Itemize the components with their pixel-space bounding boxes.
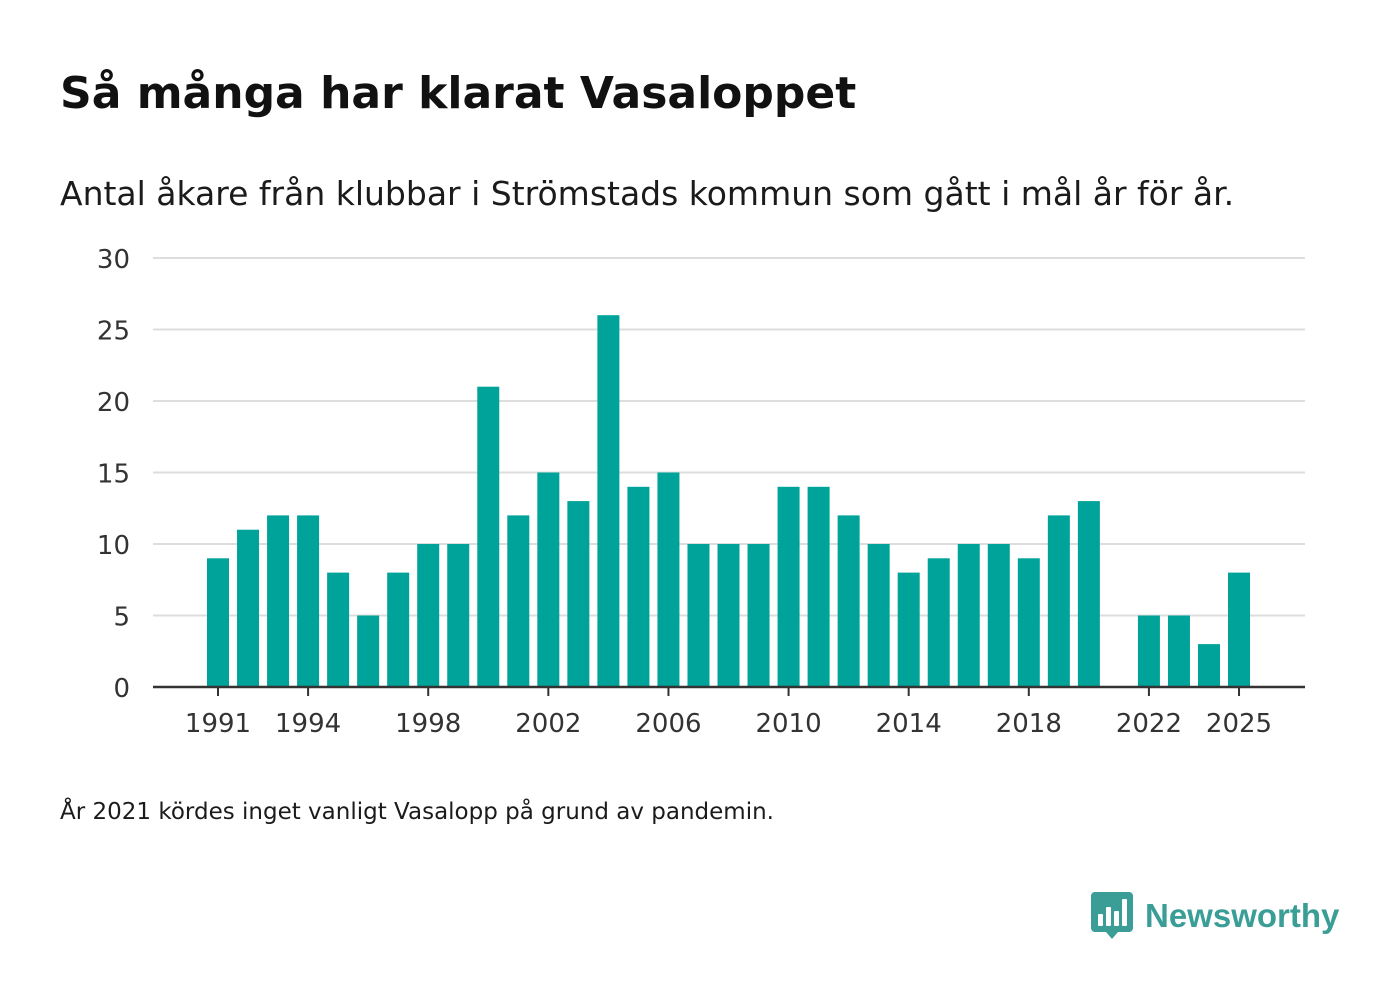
x-tick-label: 2014 [876,709,942,739]
bar-2000 [477,386,500,687]
brand-logo: Newsworthy [1091,892,1339,940]
bar-2004 [597,315,620,687]
bar-2007 [687,544,710,687]
chart-subtitle: Antal åkare från klubbar i Strömstads ko… [60,174,1235,213]
bar-1992 [237,529,260,687]
x-tick-label: 2006 [635,709,701,739]
bar-2017 [987,544,1010,687]
bar-1998 [417,544,440,687]
x-tick-label: 1994 [275,709,341,739]
bar-2023 [1167,615,1190,687]
chart-title: Så många har klarat Vasaloppet [60,68,857,119]
bar-2011 [807,486,830,687]
bar-2018 [1017,558,1040,687]
bars [207,315,1251,687]
bar-1999 [447,544,470,687]
y-tick-label: 10 [97,531,130,561]
x-axis: 1991 1994 1998 2002 2006 2010 2014 2018 2022 2025 [153,685,1305,739]
bar-2009 [747,544,770,687]
bar-2022 [1137,615,1160,687]
bar-1995 [327,572,350,687]
y-tick-label: 0 [113,674,130,704]
x-tick-label: 1998 [395,709,461,739]
y-tick-label: 5 [113,603,130,633]
bar-2006 [657,472,680,687]
y-tick-label: 20 [97,388,130,418]
bar-1991 [207,558,229,687]
bar-1997 [387,572,410,687]
bar-2014 [897,572,920,687]
y-tick-label: 15 [97,460,130,490]
bar-2025 [1228,572,1251,687]
x-tick-label: 2010 [755,709,821,739]
bar-2019 [1047,515,1070,687]
x-tick-label: 2025 [1206,709,1272,739]
brand-name: Newsworthy [1145,897,1340,934]
bar-2005 [627,486,650,687]
bar-2012 [837,515,860,687]
x-tick-label: 1991 [185,709,251,739]
bar-2003 [567,501,590,687]
x-tick-label: 2002 [515,709,581,739]
bar-2002 [537,472,560,687]
footnote: År 2021 kördes inget vanligt Vasalopp på… [60,799,774,825]
bar-2020 [1077,501,1100,687]
x-tick-label: 2022 [1116,709,1182,739]
bar-2016 [957,544,980,687]
bar-1994 [297,515,320,687]
x-tick-label: 2018 [996,709,1062,739]
bar-2013 [867,544,890,687]
bar-2024 [1197,644,1220,687]
bar-2001 [507,515,530,687]
bar-2015 [927,558,950,687]
y-tick-label: 25 [97,317,130,347]
bar-2010 [777,486,800,687]
bar-2008 [717,544,740,687]
newsworthy-logo-icon [1091,892,1133,939]
y-axis-ticks: 0 5 10 15 20 25 30 [97,245,130,704]
bar-1993 [267,515,290,687]
y-tick-label: 30 [97,245,130,275]
bar-1996 [357,615,380,687]
